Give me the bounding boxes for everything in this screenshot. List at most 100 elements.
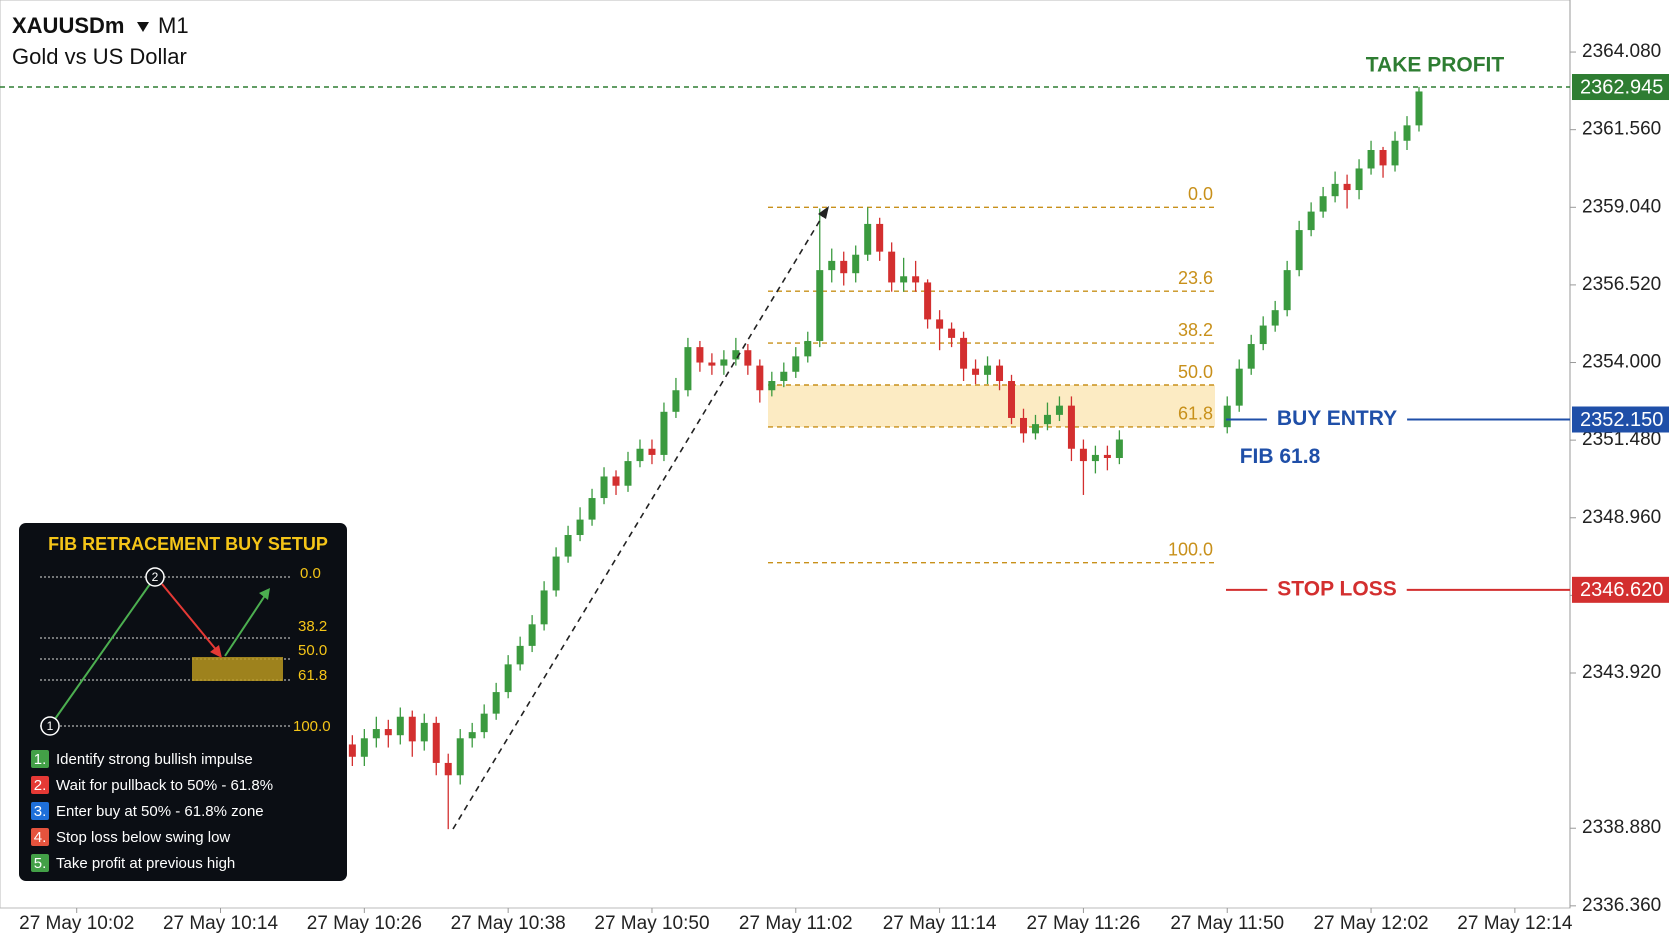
candle-body — [1008, 381, 1016, 418]
candle-body — [552, 556, 560, 591]
candle-body — [888, 251, 896, 283]
candle-body — [1067, 405, 1075, 449]
setup-level-label: 50.0 — [298, 642, 327, 659]
setup-arrow-head — [210, 645, 222, 658]
step-badge — [31, 828, 49, 846]
candle-body — [1295, 230, 1303, 271]
symbol-dropdown[interactable] — [137, 22, 149, 32]
setup-box-bg — [19, 523, 347, 881]
candle-body — [1283, 270, 1291, 311]
candle-body — [480, 713, 488, 733]
symbol: XAUUSDm — [12, 13, 124, 38]
x-tick-label: 27 May 12:02 — [1313, 913, 1428, 934]
candle-body — [804, 340, 812, 357]
candle-body — [1331, 183, 1339, 197]
candle-body — [396, 716, 404, 736]
candle-body — [1343, 183, 1351, 191]
setup-steps: 1. Identify strong bullish impulse 2. Wait … — [31, 750, 273, 872]
candle-body — [792, 356, 800, 372]
step-badge — [31, 854, 49, 872]
instrument-title: Gold vs US Dollar — [12, 44, 187, 69]
candle-body — [876, 223, 884, 252]
fib-label: 50.0 — [1178, 362, 1213, 382]
candle-body — [660, 411, 668, 455]
candle-body — [456, 738, 464, 776]
setup-level-label: 38.2 — [298, 618, 327, 635]
x-tick-label: 27 May 11:14 — [883, 913, 997, 934]
setup-title: FIB RETRACEMENT BUY SETUP — [48, 534, 328, 554]
candle-body — [540, 590, 548, 625]
y-tick-label: 2359.040 — [1582, 196, 1661, 217]
fib-label: 38.2 — [1178, 320, 1213, 340]
candle-body — [372, 729, 380, 739]
step-number: 3. — [34, 803, 47, 820]
y-tick-label: 2348.960 — [1582, 507, 1661, 528]
step-badge — [31, 802, 49, 820]
candle-body — [696, 347, 704, 363]
candle-body — [1319, 196, 1327, 212]
candle-body — [996, 365, 1004, 382]
candle-body — [1223, 405, 1231, 428]
step-number: 1. — [34, 751, 47, 768]
y-tick-label: 2356.520 — [1582, 274, 1661, 295]
candle-body — [1259, 325, 1267, 345]
setup-box: FIB RETRACEMENT BUY SETUP 0.0 38.2 50.0 … — [19, 523, 347, 881]
candle-body — [1031, 424, 1039, 434]
step-text: Identify strong bullish impulse — [56, 751, 253, 768]
setup-pullback — [161, 583, 219, 653]
step-number: 2. — [34, 777, 47, 794]
candle-body — [936, 319, 944, 329]
y-tick-label: 2343.920 — [1582, 662, 1661, 683]
candle-body — [408, 716, 416, 742]
x-tick-label: 27 May 11:02 — [739, 913, 853, 934]
candle-body — [780, 371, 788, 382]
price-tag-label: 2362.945 — [1580, 76, 1663, 98]
step-number: 5. — [34, 855, 47, 872]
x-tick-label: 27 May 10:50 — [594, 913, 709, 934]
candle-body — [612, 476, 620, 486]
candle-body — [864, 223, 872, 255]
candle-body — [708, 362, 716, 366]
y-tick-label: 2361.560 — [1582, 119, 1661, 140]
candle-body — [468, 732, 476, 739]
candle-body — [1079, 448, 1087, 462]
candle-body — [1355, 168, 1363, 191]
candle-body — [828, 260, 836, 271]
candle-body — [972, 368, 980, 375]
candle-body — [360, 738, 368, 757]
x-tick-label: 27 May 10:14 — [163, 913, 279, 934]
candle-body — [1019, 417, 1027, 434]
candle-body — [1091, 454, 1099, 462]
setup-level-label: 61.8 — [298, 667, 327, 684]
price-tag — [1572, 576, 1669, 603]
candle-body — [600, 476, 608, 499]
level-name: STOP LOSS — [1277, 577, 1396, 600]
price-tag-label: 2352.150 — [1580, 409, 1663, 431]
candle-body — [1379, 149, 1387, 166]
candle-body — [636, 448, 644, 462]
step-number: 4. — [34, 829, 47, 846]
candle-body — [768, 381, 776, 391]
candle-body — [384, 729, 392, 736]
candle-body — [672, 390, 680, 412]
candle-body — [948, 328, 956, 338]
candle-body — [756, 365, 764, 391]
candle-body — [1271, 310, 1279, 326]
candle-body — [924, 282, 932, 320]
impulse-arrow-head — [818, 206, 829, 219]
candle-body — [432, 722, 440, 763]
candle-body — [816, 270, 824, 341]
candle-body — [420, 722, 428, 742]
candle-body — [648, 448, 656, 455]
step-text: Stop loss below swing low — [56, 829, 230, 846]
candle-body — [1235, 368, 1243, 406]
candle-body — [444, 762, 452, 776]
fib-label: 61.8 — [1178, 404, 1213, 424]
candle-body — [528, 624, 536, 646]
plot-layer: 0.0 23.6 38.2 50.0 61.8 100.0 TAKE PROFIT BUY E… — [0, 51, 1576, 913]
timeframe[interactable]: M1 — [158, 13, 189, 38]
candle-body — [840, 260, 848, 274]
candle-body — [588, 498, 596, 520]
candle-body — [900, 276, 908, 283]
